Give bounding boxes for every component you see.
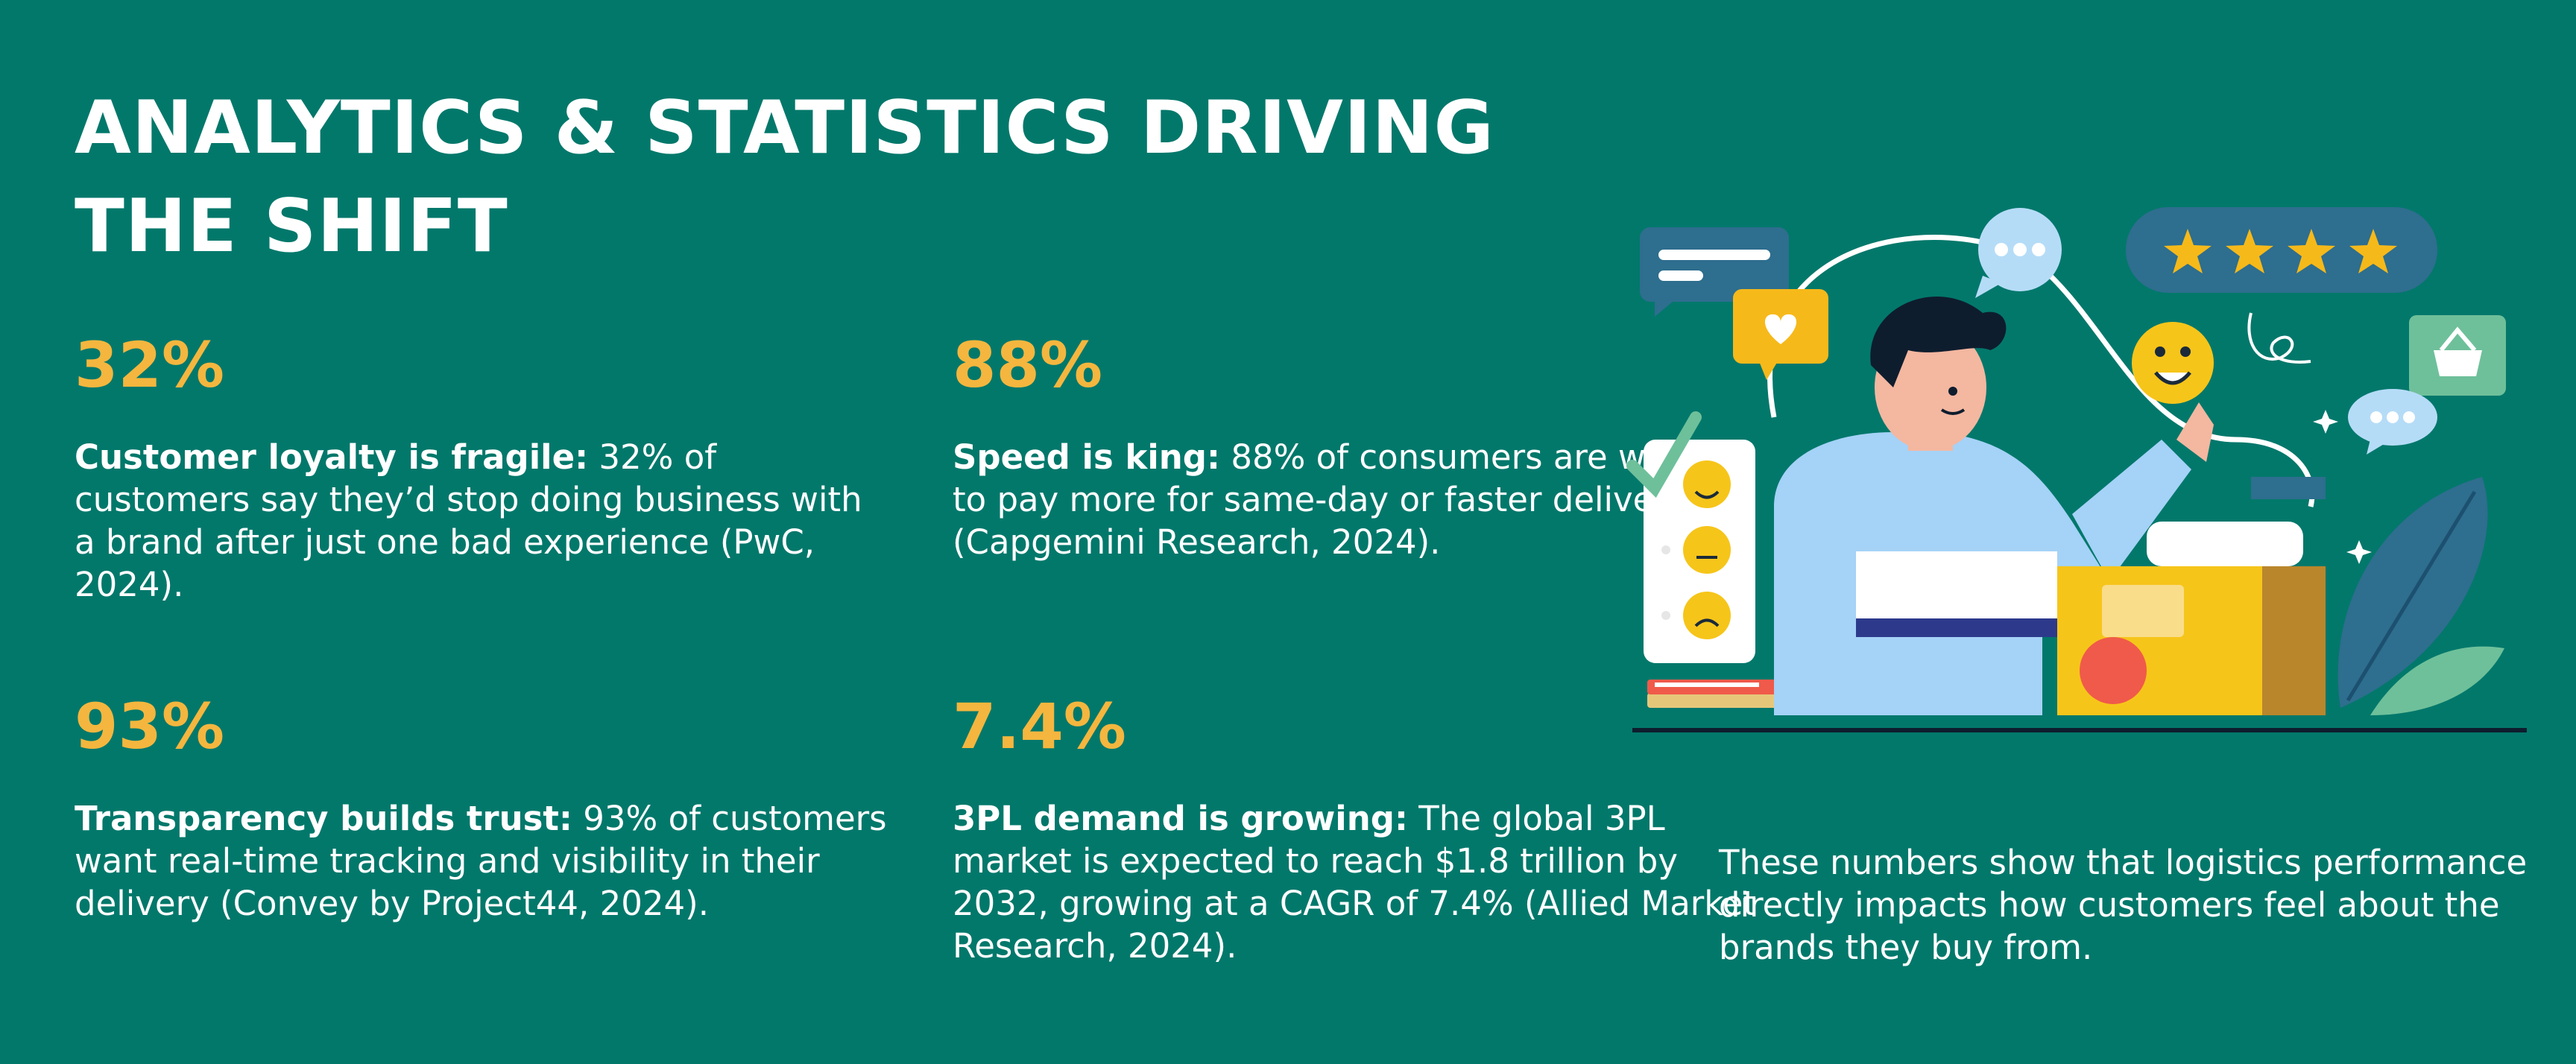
- stat-description: Transparency builds trust: 93% of custom…: [75, 797, 887, 925]
- chat-bubble-icon: [1640, 227, 1789, 317]
- stat-3pl-demand: 7.4% 3PL demand is growing: The global 3…: [953, 690, 1765, 966]
- stat-lead: Speed is king:: [953, 437, 1221, 477]
- stat-text: The global 3PL market is expected to rea…: [953, 799, 1757, 966]
- feedback-faces-icon: [1626, 411, 1755, 663]
- stat-customer-loyalty: 32% Customer loyalty is fragile: 32% of …: [75, 329, 887, 604]
- customer-illustration: [1626, 207, 2527, 732]
- rating-stars: [2126, 207, 2437, 293]
- stat-transparency: 93% Transparency builds trust: 93% of cu…: [75, 690, 887, 923]
- stat-description: 3PL demand is growing: The global 3PL ma…: [953, 797, 1765, 967]
- typing-bubble-icon: [1975, 208, 2062, 298]
- stat-speed: 88% Speed is king: 88% of consumers are …: [953, 329, 1765, 562]
- package-box-icon: [2057, 477, 2326, 715]
- person-icon: [1774, 296, 2214, 715]
- stat-lead: Transparency builds trust:: [75, 799, 572, 838]
- typing-bubble-icon: [2348, 389, 2437, 455]
- stat-value: 7.4%: [953, 690, 1126, 763]
- leaf-icon: [2337, 477, 2504, 715]
- stat-description: Speed is king: 88% of consumers are will…: [953, 436, 1765, 563]
- stat-value: 88%: [953, 329, 1103, 402]
- shopping-basket-icon: [2409, 315, 2506, 396]
- star-icon: [2349, 229, 2397, 273]
- star-icon: [2164, 229, 2212, 273]
- stat-description: Customer loyalty is fragile: 32% of cust…: [75, 436, 887, 606]
- stat-text: 88% of consumers are willing to pay more…: [953, 437, 1726, 562]
- heart-icon: [1733, 289, 1828, 380]
- page-title: ANALYTICS & STATISTICS DRIVING THE SHIFT: [75, 86, 1494, 269]
- stat-lead: Customer loyalty is fragile:: [75, 437, 589, 477]
- star-icon: [2226, 229, 2273, 273]
- stat-text: 93% of customers want real-time tracking…: [75, 799, 887, 923]
- stat-lead: 3PL demand is growing:: [953, 799, 1408, 838]
- connector-line: [1767, 235, 2315, 507]
- stat-value: 93%: [75, 690, 225, 763]
- summary-text: These numbers show that logistics perfor…: [1719, 843, 2528, 967]
- stat-text: 32% of customers say they’d stop doing b…: [75, 437, 862, 604]
- star-icon: [2288, 229, 2335, 273]
- stat-value: 32%: [75, 329, 225, 402]
- smiley-icon: [2132, 322, 2214, 404]
